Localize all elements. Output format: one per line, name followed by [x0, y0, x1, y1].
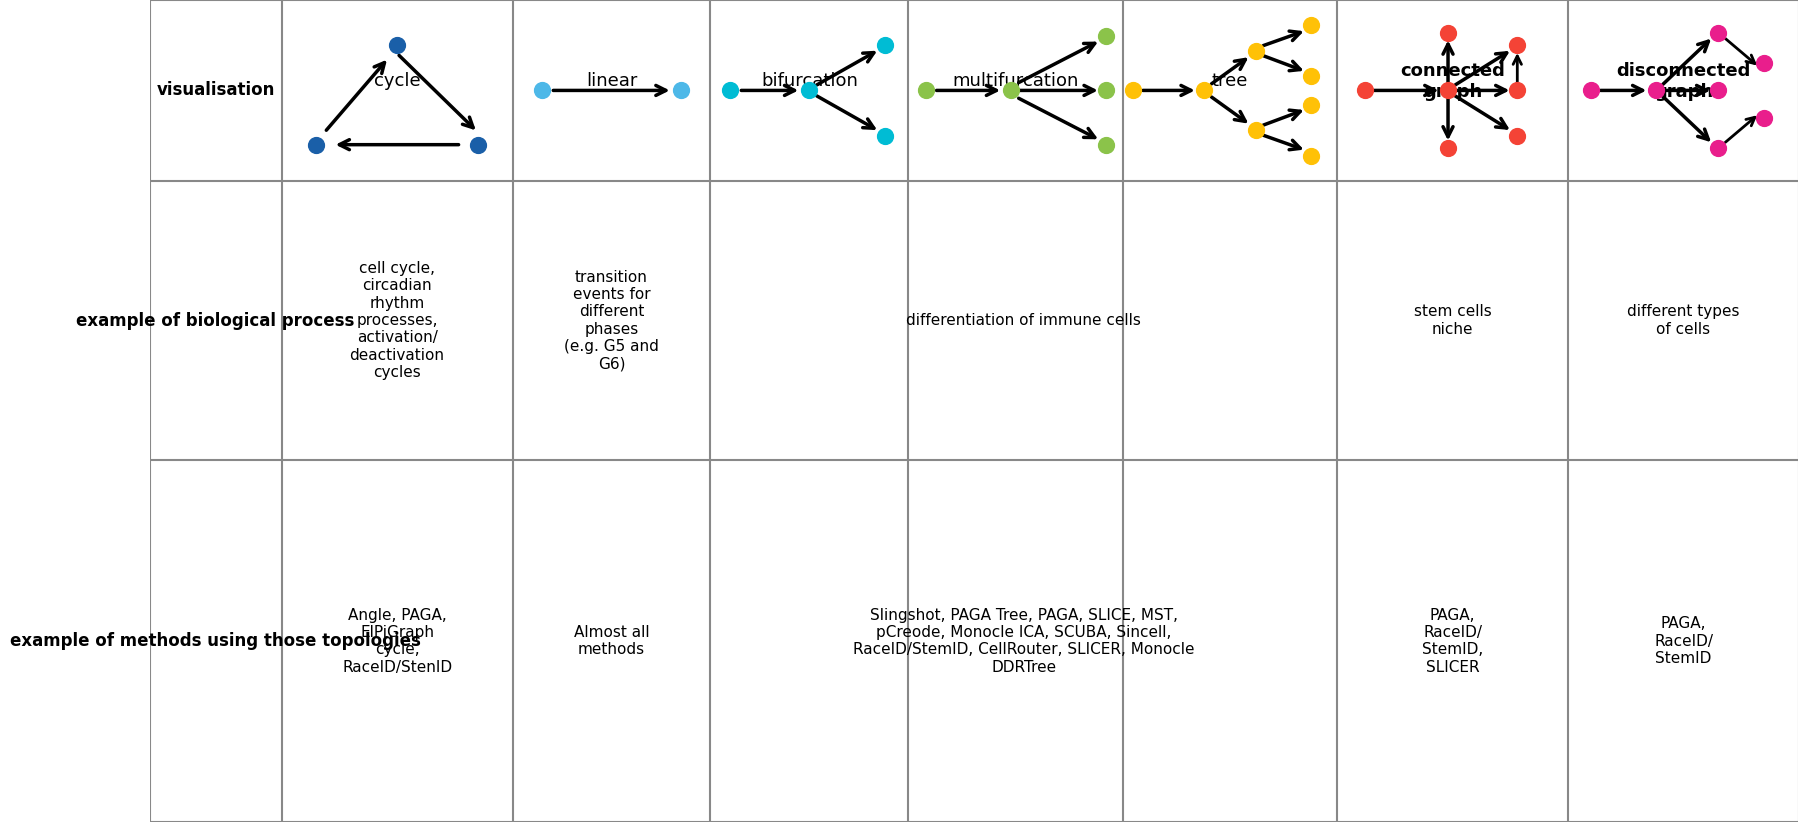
Text: visualisation: visualisation: [156, 81, 275, 99]
Text: tree: tree: [1212, 72, 1248, 90]
Text: Slingshot, PAGA Tree, PAGA, SLICE, MST,
pCreode, Monocle ICA, SCUBA, Sincell,
Ra: Slingshot, PAGA Tree, PAGA, SLICE, MST, …: [852, 607, 1194, 675]
Text: PAGA,
RaceID/
StemID: PAGA, RaceID/ StemID: [1652, 616, 1712, 666]
Point: [716, 84, 744, 97]
Point: [302, 138, 331, 151]
Point: [1501, 84, 1530, 97]
Point: [1501, 129, 1530, 142]
Point: [1296, 99, 1325, 112]
Point: [910, 84, 939, 97]
Text: cell cycle,
circadian
rhythm
processes,
activation/
deactivation
cycles: cell cycle, circadian rhythm processes, …: [349, 261, 444, 381]
Point: [996, 84, 1025, 97]
Text: differentiation of immune cells: differentiation of immune cells: [906, 313, 1140, 328]
Point: [1640, 84, 1669, 97]
Point: [1575, 84, 1604, 97]
Point: [383, 39, 412, 52]
Point: [1296, 149, 1325, 162]
Point: [870, 129, 899, 142]
Point: [464, 138, 493, 151]
Point: [1350, 84, 1379, 97]
Text: connected
graph: connected graph: [1399, 62, 1505, 101]
Point: [795, 84, 823, 97]
Text: Angle, PAGA,
ElPiGraph
cycle,
RaceID/StenID: Angle, PAGA, ElPiGraph cycle, RaceID/Ste…: [342, 607, 451, 675]
Point: [1433, 141, 1462, 155]
Point: [1703, 84, 1731, 97]
Point: [1118, 84, 1147, 97]
Text: example of methods using those topologies: example of methods using those topologie…: [11, 632, 421, 650]
Text: transition
events for
different
phases
(e.g. G5 and
G6): transition events for different phases (…: [565, 270, 658, 372]
Point: [870, 39, 899, 52]
Point: [665, 84, 694, 97]
Point: [1091, 84, 1120, 97]
Text: cycle: cycle: [374, 72, 421, 90]
Point: [1188, 84, 1217, 97]
Point: [1749, 111, 1778, 124]
Point: [1296, 19, 1325, 32]
Text: different types
of cells: different types of cells: [1627, 304, 1739, 337]
Text: disconnected
graph: disconnected graph: [1615, 62, 1749, 101]
Point: [1749, 57, 1778, 70]
Text: example of biological process: example of biological process: [76, 312, 354, 330]
Point: [1091, 30, 1120, 43]
Point: [1703, 141, 1731, 155]
Point: [1241, 44, 1269, 58]
Text: PAGA,
RaceID/
StemID,
SLICER: PAGA, RaceID/ StemID, SLICER: [1420, 607, 1482, 675]
Point: [1433, 84, 1462, 97]
Text: stem cells
niche: stem cells niche: [1413, 304, 1491, 337]
Point: [1241, 123, 1269, 136]
Point: [1501, 39, 1530, 52]
Point: [1703, 26, 1731, 39]
Point: [1296, 69, 1325, 82]
Text: linear: linear: [586, 72, 636, 90]
Text: multifurcation: multifurcation: [951, 72, 1079, 90]
Text: Almost all
methods: Almost all methods: [574, 625, 649, 658]
Point: [527, 84, 556, 97]
Point: [1433, 26, 1462, 39]
Text: bifurcation: bifurcation: [761, 72, 858, 90]
Point: [1091, 138, 1120, 151]
